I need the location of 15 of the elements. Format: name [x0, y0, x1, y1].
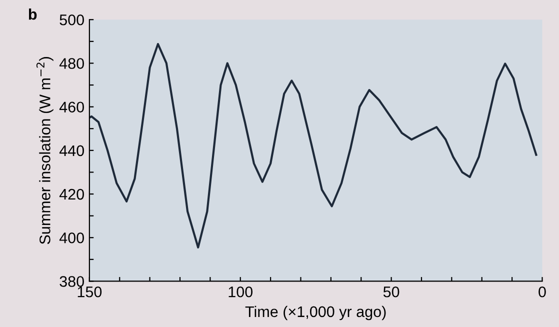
- y-tick-label: 380: [60, 276, 84, 287]
- x-tick-label: 150: [78, 286, 102, 298]
- x-axis-title: Time (×1,000 yr ago): [245, 306, 386, 320]
- y-axis-title: Summer insolation (W m$^{−2}$): [36, 57, 54, 244]
- y-tick-label: 400: [59, 232, 84, 244]
- x-tick-label: 50: [383, 286, 400, 298]
- y-tick-label: 460: [59, 102, 84, 113]
- x-tick-label: 100: [228, 286, 253, 298]
- x-tick-label: 0: [538, 286, 546, 298]
- y-tick-label: 420: [59, 188, 84, 200]
- y-tick-label: 480: [59, 58, 84, 69]
- y-tick-label: 500: [60, 14, 84, 26]
- y-tick-label: 440: [59, 145, 84, 156]
- chart-title: b: [28, 8, 37, 20]
- line-series: [89, 42, 538, 248]
